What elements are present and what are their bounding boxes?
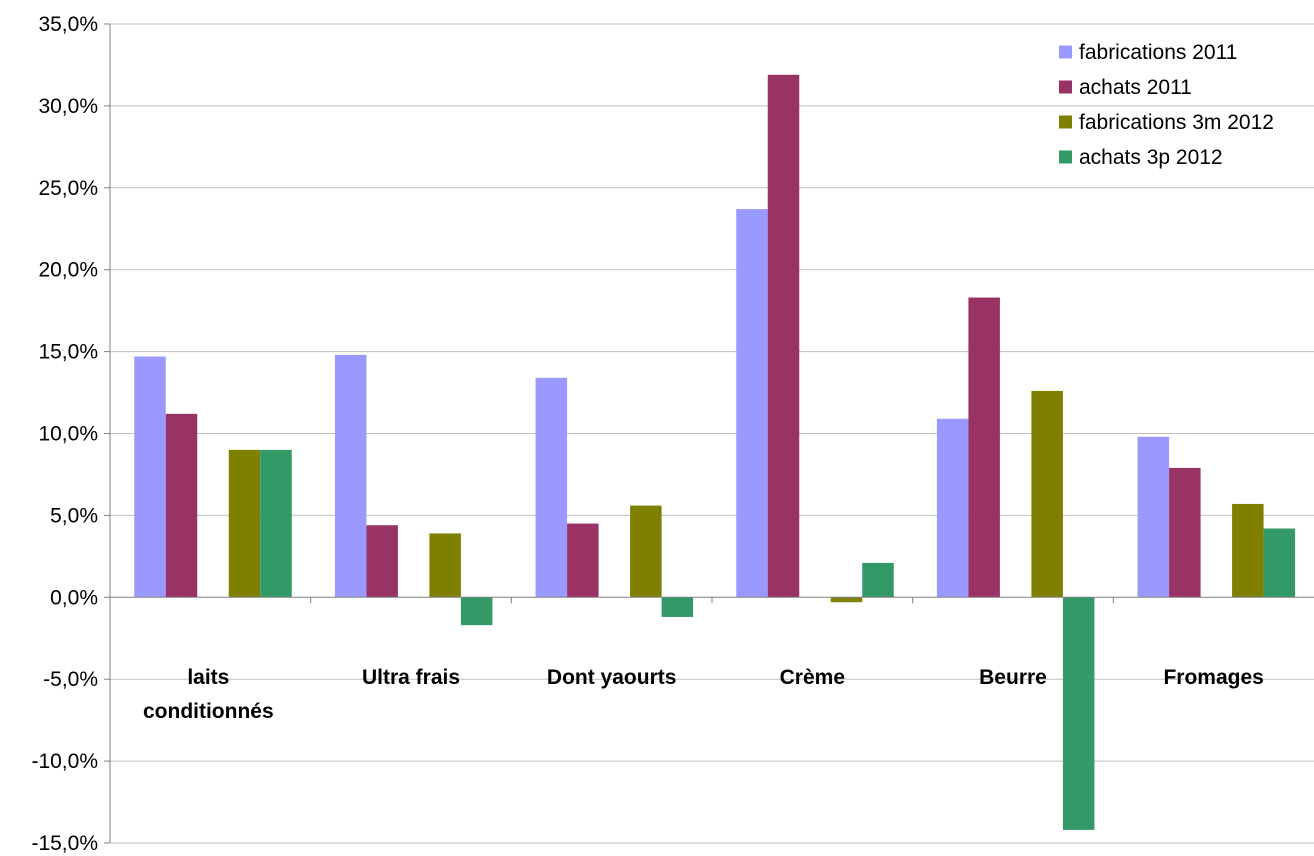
bar	[767, 74, 800, 598]
gridlines	[110, 23, 1314, 844]
labels: 35,0% 30,0% 25,0% 20,0% 15,0% 10,0% 5,0% 0,0% -5…	[31, 13, 1263, 855]
y-tick-label: 10,0%	[38, 423, 98, 446]
bar	[460, 597, 493, 626]
legend-label: fabrications 3m 2012	[1079, 111, 1274, 134]
legend-swatch	[1059, 115, 1072, 129]
bar	[968, 297, 1000, 598]
bar	[630, 505, 662, 598]
bar	[1169, 467, 1201, 598]
legend-label: achats 2011	[1079, 76, 1192, 99]
legend: fabrications 2011 achats 2011 fabrications…	[1059, 41, 1274, 169]
bar	[366, 525, 398, 598]
bar	[134, 356, 166, 598]
legend-swatch	[1059, 80, 1072, 94]
category-label: Beurre	[979, 666, 1047, 689]
bar	[535, 377, 568, 598]
bar	[165, 413, 198, 598]
y-tick-label: 0,0%	[50, 586, 98, 609]
axes	[104, 23, 1314, 844]
category-label: laits	[187, 666, 229, 689]
bar	[260, 449, 292, 598]
category-label: Fromages	[1163, 666, 1263, 689]
y-tick-label: -15,0%	[31, 832, 98, 855]
bar	[567, 523, 599, 598]
bar	[334, 354, 367, 598]
bar	[1031, 390, 1063, 598]
y-tick-label: -10,0%	[31, 750, 98, 773]
legend-label: fabrications 2011	[1079, 41, 1237, 64]
bar	[936, 418, 969, 598]
legend-swatch	[1059, 150, 1072, 164]
bar	[830, 597, 863, 603]
y-tick-label: 15,0%	[38, 341, 98, 364]
y-tick-label: 35,0%	[38, 13, 98, 36]
bar	[1263, 528, 1296, 598]
bar	[862, 562, 894, 598]
bar	[228, 449, 261, 598]
y-tick-label: 20,0%	[38, 259, 98, 282]
bar	[1232, 503, 1264, 598]
category-label: Crème	[780, 666, 845, 689]
bar	[1137, 436, 1170, 598]
y-tick-label: -5,0%	[43, 668, 98, 691]
bar	[661, 597, 694, 617]
legend-label: achats 3p 2012	[1079, 146, 1223, 169]
bar	[736, 209, 768, 598]
y-tick-label: 5,0%	[50, 504, 98, 527]
category-label: conditionnés	[143, 700, 274, 723]
bar	[429, 533, 461, 598]
bar	[1062, 597, 1095, 830]
legend-swatch	[1059, 45, 1072, 59]
y-tick-label: 30,0%	[38, 95, 98, 118]
category-label: Ultra frais	[362, 666, 460, 689]
y-tick-label: 25,0%	[38, 177, 98, 200]
category-label: Dont yaourts	[547, 666, 677, 689]
bars	[134, 74, 1296, 830]
